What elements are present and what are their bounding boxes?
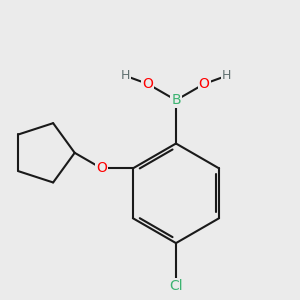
Text: H: H: [222, 69, 231, 82]
Text: O: O: [96, 161, 107, 176]
Text: O: O: [142, 77, 153, 91]
Text: B: B: [171, 93, 181, 107]
Text: Cl: Cl: [169, 279, 183, 293]
Text: H: H: [121, 69, 130, 82]
Text: O: O: [199, 77, 209, 91]
